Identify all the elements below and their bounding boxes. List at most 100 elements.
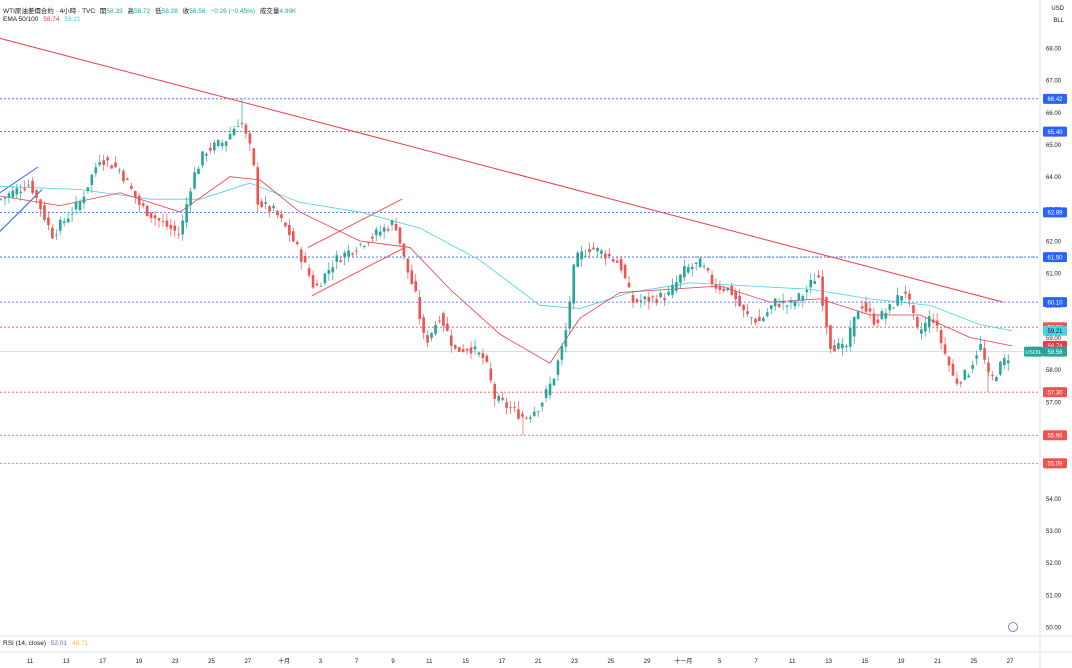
x-tick-label: 5 xyxy=(718,659,722,665)
candle-body xyxy=(785,305,789,307)
candle-body xyxy=(841,343,844,349)
rsi-label: RSI (14, close) xyxy=(3,640,46,647)
candle-body xyxy=(402,243,406,257)
candle-body xyxy=(153,215,157,219)
x-tick-label: 15 xyxy=(462,659,469,665)
unit-label[interactable]: BLL xyxy=(1053,18,1064,24)
x-tick-label: 25 xyxy=(208,659,215,665)
candle-body xyxy=(169,224,173,229)
candle-body xyxy=(410,270,414,285)
open-label: 開 xyxy=(99,8,107,15)
candle-body xyxy=(145,205,149,217)
candle-body xyxy=(845,345,848,348)
candle-body xyxy=(935,320,939,326)
x-tick-label: 7 xyxy=(754,659,758,665)
candle-body xyxy=(651,296,655,298)
x-tick-label: 29 xyxy=(644,659,651,665)
candle-body xyxy=(288,224,291,235)
candle-body xyxy=(797,293,801,301)
candle-body xyxy=(438,320,441,322)
candle-body xyxy=(209,147,212,151)
candle-body xyxy=(611,259,615,262)
symbol-title[interactable]: WTI原油差價合約 · 4小時 · TVC xyxy=(3,8,96,15)
candle-body xyxy=(536,411,540,413)
ema100-label: 59.21 xyxy=(1047,329,1063,335)
candle-body xyxy=(430,333,433,339)
candle-body xyxy=(197,168,200,175)
candle-body xyxy=(738,295,741,307)
candle-body xyxy=(615,260,619,263)
x-tick-label: 25 xyxy=(970,659,977,665)
x-tick-label: 17 xyxy=(99,659,106,665)
rsi-legend[interactable]: RSI (14, close) 52.01 46.71 xyxy=(3,640,91,647)
candle-body xyxy=(224,141,228,146)
candle-body xyxy=(55,234,58,236)
y-tick-label: 61.00 xyxy=(1046,272,1062,278)
candle-body xyxy=(769,305,773,310)
candle-body xyxy=(284,222,287,227)
candle-body xyxy=(694,262,698,265)
low-label: 低 xyxy=(155,8,162,15)
candle-body xyxy=(351,253,354,255)
candle-body xyxy=(469,347,473,354)
candle-body xyxy=(580,251,583,260)
rsi-value: 52.01 xyxy=(50,640,68,647)
x-tick-label: 13 xyxy=(63,659,70,665)
candle-body xyxy=(671,284,674,295)
price-level-tag xyxy=(1043,252,1067,263)
candle-body xyxy=(489,368,493,381)
price-level-lines xyxy=(0,98,1040,464)
ema-legend[interactable]: EMA 50/100 58.74 59.21 xyxy=(3,16,84,23)
candle-body xyxy=(513,407,516,408)
candle-body xyxy=(817,275,820,278)
rsi-ma-value: 46.71 xyxy=(71,640,89,647)
candle-body xyxy=(848,327,852,347)
candle-body xyxy=(714,284,718,289)
candle-body xyxy=(675,282,678,291)
candle-body xyxy=(181,220,184,235)
candle-body xyxy=(335,255,339,262)
candle-body xyxy=(493,384,497,399)
candle-body xyxy=(390,220,394,225)
candle-body xyxy=(698,258,702,268)
candle-body xyxy=(157,218,161,221)
candle-body xyxy=(78,201,82,210)
price-level-tag xyxy=(1043,297,1067,308)
candle-body xyxy=(809,279,813,288)
candle-body xyxy=(702,266,706,268)
candle-body xyxy=(943,344,947,354)
currency-label[interactable]: USD xyxy=(1051,6,1064,12)
candle-body xyxy=(260,201,263,208)
candle-body xyxy=(773,298,777,307)
candle-body xyxy=(193,172,196,189)
candle-body xyxy=(86,187,90,191)
candle-body xyxy=(951,363,955,376)
candle-body xyxy=(359,243,362,245)
candle-body xyxy=(481,353,485,359)
x-tick-label: 15 xyxy=(862,659,869,665)
candle-body xyxy=(149,212,153,219)
candle-body xyxy=(339,260,342,263)
candle-body xyxy=(588,248,591,253)
candle-body xyxy=(564,330,568,347)
symbol-tag xyxy=(1024,346,1043,357)
trendline xyxy=(0,37,1004,303)
candle-body xyxy=(134,190,137,198)
candle-body xyxy=(7,193,11,198)
candle-body xyxy=(177,233,181,235)
candle-body xyxy=(450,335,453,346)
x-tick-label: 23 xyxy=(172,659,179,665)
last-price-tag xyxy=(1043,346,1067,357)
candle-body xyxy=(252,148,256,166)
candle-body xyxy=(904,291,907,294)
alert-icon xyxy=(1008,622,1018,632)
price-level-tag xyxy=(1043,430,1067,441)
candle-body xyxy=(931,319,935,323)
candle-body xyxy=(556,360,560,375)
candle-body xyxy=(465,348,469,351)
candle-body xyxy=(307,268,311,276)
candle-body xyxy=(872,313,876,325)
price-level-label: 57.30 xyxy=(1047,390,1063,396)
